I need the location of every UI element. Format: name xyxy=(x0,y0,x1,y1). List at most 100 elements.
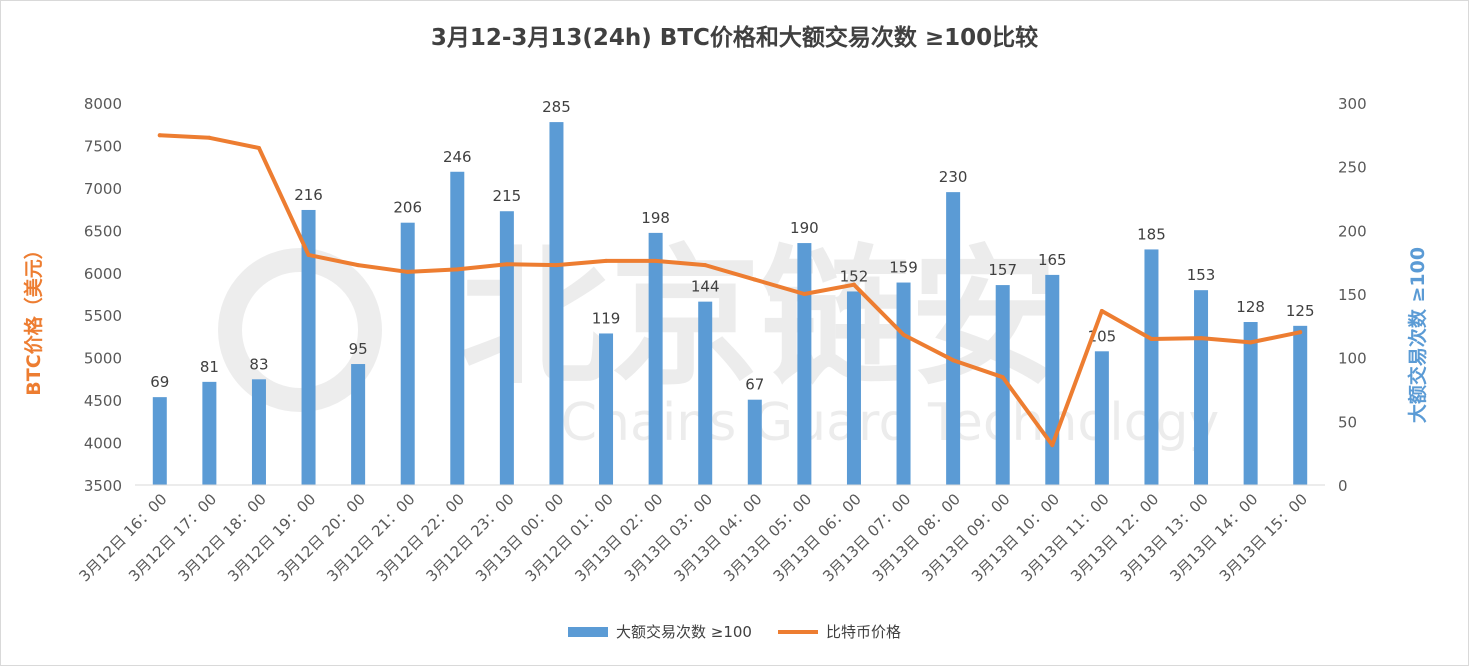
bar-value-label: 81 xyxy=(200,358,219,376)
bar-value-label: 285 xyxy=(542,98,571,116)
price-point xyxy=(1298,330,1303,335)
x-tick-label: 3月12日 16：00 xyxy=(75,490,170,585)
bar-value-label: 67 xyxy=(745,376,764,394)
bar xyxy=(499,211,514,485)
x-tick-label: 3月13日 12：00 xyxy=(1067,490,1162,585)
legend-item-line: 比特币价格 xyxy=(777,621,901,642)
x-tick-label: 3月13日 13：00 xyxy=(1117,490,1212,585)
x-tick-label: 3月13日 09：00 xyxy=(918,490,1013,585)
x-tick-label: 3月13日 00：00 xyxy=(472,490,567,585)
x-tick-label: 3月13日 15：00 xyxy=(1216,490,1311,585)
bar-value-label: 153 xyxy=(1187,266,1216,284)
legend-label-bars: 大额交易次数 ≥100 xyxy=(616,623,752,641)
bar xyxy=(400,222,415,485)
x-tick-label: 3月13日 02：00 xyxy=(571,490,666,585)
bar xyxy=(351,364,366,485)
price-point xyxy=(1000,375,1005,380)
y-left-tick-label: 5500 xyxy=(84,307,122,325)
price-point xyxy=(306,252,311,257)
x-tick-label: 3月12日 18：00 xyxy=(175,490,270,585)
y-right-tick-label: 250 xyxy=(1338,159,1367,177)
x-tick-label: 3月13日 08：00 xyxy=(869,490,964,585)
legend-line-swatch xyxy=(777,629,818,634)
y-right-tick-label: 200 xyxy=(1338,222,1367,240)
y-left-tick-label: 7500 xyxy=(84,137,122,155)
y-axis-left-label: BTC价格（美元） xyxy=(22,240,45,395)
bar xyxy=(1293,325,1308,485)
y-right-tick-label: 150 xyxy=(1338,286,1367,304)
bar-value-label: 215 xyxy=(493,187,522,205)
price-point xyxy=(356,263,361,268)
x-tick-label: 3月13日 14：00 xyxy=(1166,490,1261,585)
bar-value-label: 159 xyxy=(889,259,918,277)
bar-value-label: 165 xyxy=(1038,251,1067,269)
bar xyxy=(1094,351,1109,485)
bar xyxy=(450,171,465,485)
y-left-tick-label: 6500 xyxy=(84,222,122,240)
bar xyxy=(251,379,266,485)
price-point xyxy=(405,269,410,274)
bar-value-label: 185 xyxy=(1137,225,1166,243)
bar xyxy=(1243,322,1258,485)
y-left-tick-label: 5000 xyxy=(84,350,122,368)
price-point xyxy=(653,258,658,263)
bar-value-label: 230 xyxy=(939,168,968,186)
bar xyxy=(1045,274,1060,485)
bar xyxy=(995,285,1010,485)
price-point xyxy=(1050,443,1055,448)
price-point xyxy=(256,145,261,150)
bar-value-label: 198 xyxy=(641,209,670,227)
x-tick-label: 3月12日 23：00 xyxy=(423,490,518,585)
bar-value-label: 157 xyxy=(988,261,1017,279)
bar-value-label: 246 xyxy=(443,148,472,166)
bar-value-label: 83 xyxy=(249,355,268,373)
price-line xyxy=(157,133,1303,448)
price-point xyxy=(802,292,807,296)
price-point xyxy=(207,135,212,140)
x-tick-label: 3月12日 19：00 xyxy=(224,490,319,585)
bar xyxy=(896,282,911,485)
x-tick-label: 3月12日 01：00 xyxy=(522,490,617,585)
price-point xyxy=(703,263,708,268)
bar-value-label: 69 xyxy=(150,373,169,391)
y-left-tick-label: 6000 xyxy=(84,265,122,283)
x-tick-label: 3月12日 17：00 xyxy=(125,490,220,585)
bar-value-label: 152 xyxy=(840,267,869,285)
bar-value-label: 95 xyxy=(349,340,368,358)
bar-value-label: 128 xyxy=(1236,298,1265,316)
price-point xyxy=(752,277,757,282)
legend-label-line: 比特币价格 xyxy=(825,623,901,641)
bar-value-label: 119 xyxy=(592,309,621,327)
price-point xyxy=(157,133,162,138)
y-axis-right-label: 大额交易次数 ≥100 xyxy=(1406,247,1429,423)
price-point xyxy=(901,332,906,337)
y-left-tick-label: 7000 xyxy=(84,180,122,198)
price-point xyxy=(1099,308,1104,313)
bar xyxy=(698,301,713,485)
x-tick-label: 3月13日 05：00 xyxy=(720,490,815,585)
x-tick-label: 3月12日 22：00 xyxy=(373,490,468,585)
bar-value-label: 216 xyxy=(294,186,323,204)
y-left-tick-label: 4500 xyxy=(84,392,122,410)
y-left-tick-label: 3500 xyxy=(84,477,122,495)
x-tick-label: 3月13日 11：00 xyxy=(1018,490,1113,585)
bar xyxy=(846,291,861,485)
x-tick-label: 3月12日 20：00 xyxy=(274,490,369,585)
bar-value-label: 125 xyxy=(1286,302,1315,320)
price-point xyxy=(951,358,956,363)
chart-legend: 大额交易次数 ≥100 比特币价格 xyxy=(0,621,1469,642)
price-point xyxy=(851,282,856,287)
chart-title: 3月12-3月13(24h) BTC价格和大额交易次数 ≥100比较 xyxy=(430,25,1039,51)
y-right-tick-label: 100 xyxy=(1338,350,1367,368)
bar xyxy=(599,333,614,485)
price-point xyxy=(504,262,509,267)
bar xyxy=(747,399,762,485)
bar xyxy=(648,232,663,485)
watermark-logo: 北京链安 Chains Guard Technology xyxy=(218,232,1219,453)
price-point xyxy=(1199,336,1204,341)
x-tick-label: 3月13日 04：00 xyxy=(670,490,765,585)
legend-item-bars: 大额交易次数 ≥100 xyxy=(568,621,752,642)
bar xyxy=(797,243,812,485)
y-left-tick-label: 8000 xyxy=(84,95,122,113)
bar xyxy=(549,122,564,485)
